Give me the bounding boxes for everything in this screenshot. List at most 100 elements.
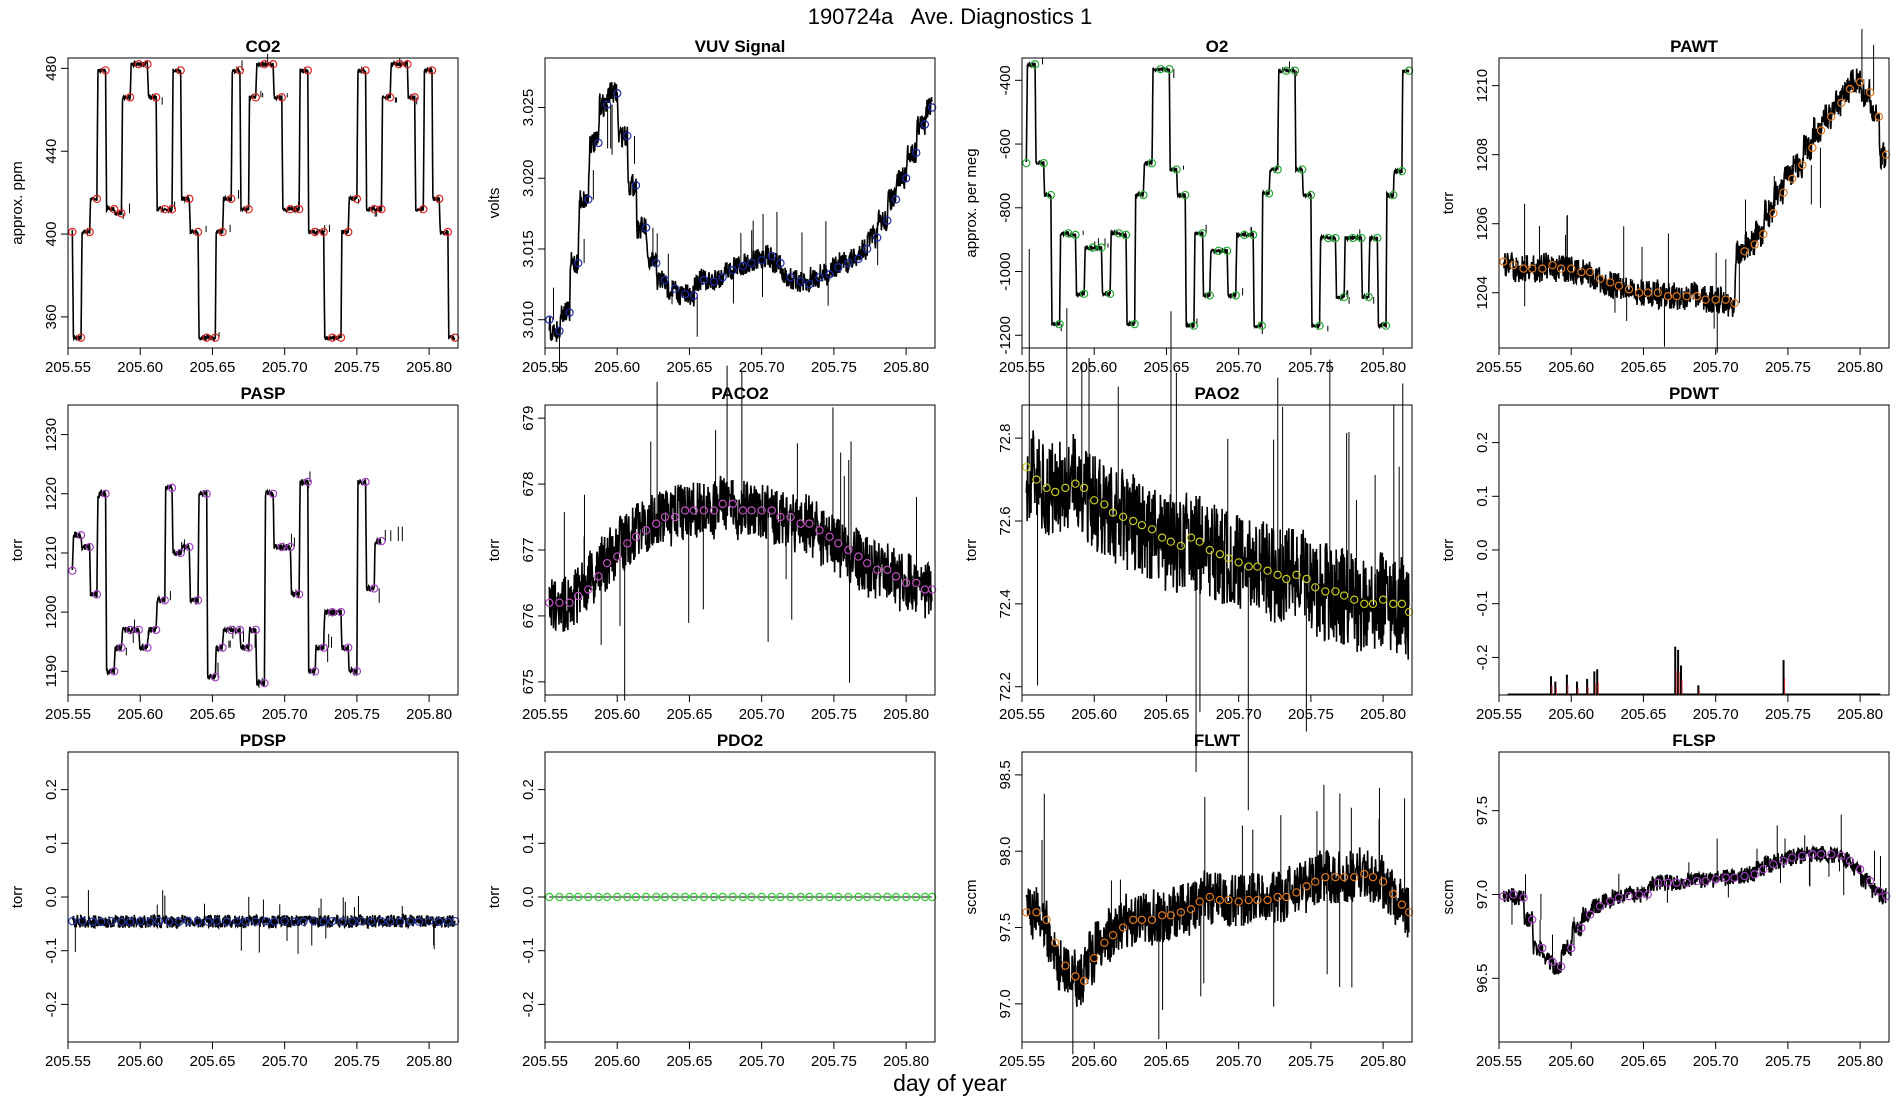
data-point	[1263, 566, 1272, 575]
data-point	[1740, 247, 1749, 256]
data-point	[1866, 88, 1875, 97]
data-point	[1519, 264, 1528, 273]
data-point	[268, 489, 278, 498]
data-point	[1118, 923, 1128, 932]
data-point	[1215, 549, 1225, 559]
data-point	[328, 333, 337, 342]
data-point	[1692, 876, 1702, 886]
data-point	[1389, 889, 1398, 899]
data-point	[1881, 150, 1891, 159]
data-point	[574, 258, 583, 268]
data-point	[1088, 243, 1097, 252]
data-point	[1156, 64, 1165, 74]
data-point	[1090, 496, 1099, 505]
data-point	[805, 892, 814, 902]
plot-frame	[67, 751, 459, 1043]
y-tick-label: -0.2	[1474, 644, 1491, 670]
y-axis: -1200 -1000 -800 -600 -400	[997, 65, 1022, 354]
x-tick-label: 205.70	[1216, 1053, 1262, 1070]
data-point	[1360, 599, 1369, 609]
data-point	[1721, 295, 1730, 304]
data-point	[328, 607, 337, 617]
data-point	[670, 284, 680, 293]
data-point	[594, 892, 603, 902]
data-point	[738, 261, 748, 271]
data-point	[1759, 229, 1768, 239]
data-point	[555, 892, 564, 902]
data-point	[1855, 77, 1865, 87]
data-point	[235, 66, 245, 75]
x-tick-label: 205.55	[1476, 359, 1522, 376]
data-point	[1042, 915, 1051, 925]
data-point	[680, 506, 690, 515]
data-point	[594, 572, 603, 581]
data-point	[336, 333, 346, 342]
data-point	[1100, 500, 1109, 509]
data-point	[1234, 558, 1243, 567]
data-point	[1321, 872, 1330, 882]
data-point	[1567, 264, 1576, 273]
x-tick-label: 205.80	[406, 359, 452, 376]
x-tick-label: 205.65	[189, 706, 235, 723]
x-tick-label: 205.80	[1360, 706, 1406, 723]
data-point	[294, 590, 304, 599]
y-axis-label: torr	[9, 886, 26, 909]
plot-frame	[1498, 404, 1890, 696]
x-tick-label: 205.60	[594, 706, 640, 723]
data-point	[1788, 174, 1797, 184]
x-tick-label: 205.65	[189, 359, 235, 376]
data-point	[660, 512, 670, 522]
plot-frame	[67, 404, 459, 696]
data-point	[1585, 910, 1595, 919]
data-point	[218, 227, 227, 237]
y-axis-label: volts	[486, 188, 503, 219]
x-tick-label: 205.55	[522, 359, 568, 376]
plot-frame	[67, 57, 459, 349]
data-point	[602, 558, 612, 568]
data-point	[76, 531, 86, 540]
y-tick-label: 1206	[1474, 207, 1491, 240]
data-point	[1298, 165, 1307, 174]
data-point	[912, 148, 921, 157]
data-point	[1672, 878, 1681, 887]
data-point	[1315, 321, 1324, 330]
data-point	[854, 892, 863, 902]
x-tick-label: 205.70	[739, 359, 785, 376]
data-point	[641, 223, 651, 232]
data-point	[1837, 851, 1846, 861]
data-point	[1100, 938, 1109, 947]
data-point	[183, 916, 193, 926]
data-point	[660, 892, 670, 902]
y-tick-label: 96.5	[1474, 964, 1491, 993]
data-point	[396, 917, 405, 926]
x-axis: 205.55 205.60 205.65 205.70 205.75 205.80	[999, 695, 1406, 723]
data-point	[435, 917, 444, 926]
x-axis: 205.55 205.60 205.65 205.70 205.75 205.80	[1476, 695, 1883, 723]
data-point	[1577, 923, 1586, 933]
x-tick-label: 205.55	[45, 1053, 91, 1070]
data-point	[193, 227, 203, 237]
data-point	[1273, 165, 1282, 174]
data-point	[883, 565, 892, 574]
x-tick-label: 205.80	[406, 1053, 452, 1070]
data-point	[1595, 902, 1605, 911]
x-axis: 205.55 205.60 205.65 205.70 205.75 205.80	[522, 695, 929, 723]
data-point	[1730, 873, 1739, 882]
data-point	[92, 590, 102, 599]
panel-title: FLSP	[1672, 731, 1715, 750]
data-point	[218, 643, 227, 652]
data-point	[277, 93, 286, 102]
data-point	[1234, 897, 1243, 906]
data-point	[1273, 892, 1282, 902]
data-point	[450, 333, 460, 342]
y-tick-label: 0.0	[1474, 540, 1491, 561]
panel-title: PDSP	[240, 731, 286, 750]
x-tick-label: 205.60	[1548, 359, 1594, 376]
x-tick-label: 205.55	[45, 706, 91, 723]
data-point	[1389, 599, 1398, 609]
data-point	[193, 596, 203, 605]
data-point	[728, 499, 737, 509]
y-tick-label: 1210	[1474, 69, 1491, 102]
data-point	[652, 519, 661, 528]
